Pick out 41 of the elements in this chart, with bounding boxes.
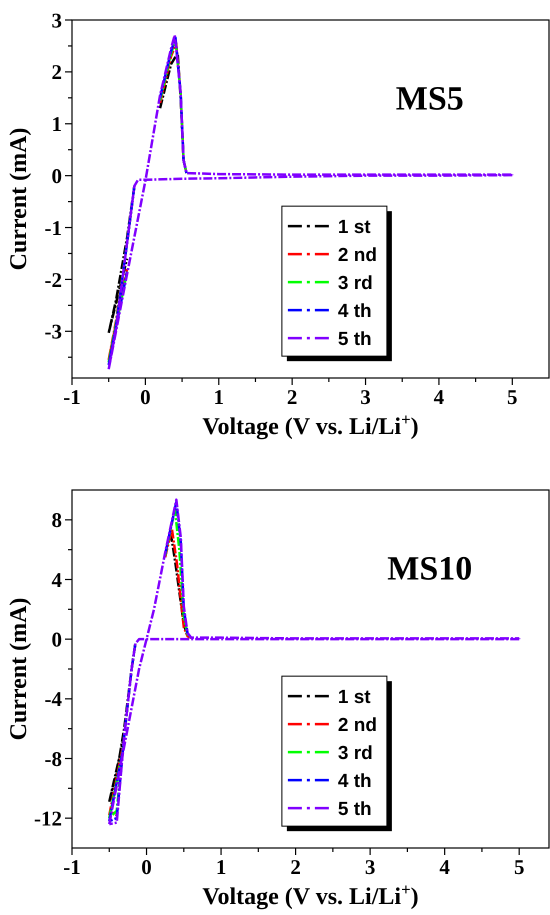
y-tick-label: 0: [52, 164, 62, 188]
x-tick-label: 3: [360, 385, 371, 409]
y-tick-label: 4: [52, 568, 62, 592]
y-tick-label: -1: [44, 216, 62, 240]
x-tick-label: 0: [141, 855, 152, 879]
y-tick-label: 0: [52, 628, 62, 652]
x-tick-label: 4: [434, 385, 445, 409]
x-tick-label: 4: [439, 855, 450, 879]
x-tick-label: 2: [290, 855, 301, 879]
legend-label: 4 th: [338, 300, 372, 322]
legend-label: 3 rd: [338, 272, 373, 294]
text: MS5: [396, 80, 464, 118]
x-tick-label: 1: [214, 385, 224, 409]
legend-label: 5 th: [338, 798, 372, 820]
legend-label: 2 nd: [338, 714, 377, 736]
y-tick-label: 1: [52, 112, 62, 136]
legend-label: 4 th: [338, 770, 372, 792]
y-tick-label: -3: [44, 320, 62, 344]
x-axis-title: Voltage (V vs. Li/Li$^{+}$): [202, 880, 419, 910]
y-tick-label: -2: [44, 268, 62, 292]
y-tick-label: -8: [44, 746, 62, 771]
x-tick-label: 5: [514, 855, 524, 879]
x-tick-label: 0: [140, 385, 151, 409]
legend-label: 3 rd: [338, 742, 373, 764]
legend-label: 5 th: [338, 328, 372, 350]
legend-label: 2 nd: [338, 244, 377, 266]
y-tick-label: 3: [52, 8, 62, 32]
x-tick-label: 3: [364, 855, 376, 879]
y-tick-label: 2: [52, 60, 62, 84]
y-tick-label: 8: [52, 508, 62, 532]
x-axis-title: Voltage (V vs. Li/Li$^{+}$): [202, 410, 419, 440]
x-tick-label: 5: [507, 385, 518, 409]
x-tick-label: 1: [216, 855, 226, 879]
legend-label: 1 st: [338, 216, 372, 238]
y-tick-label: -12: [34, 806, 62, 831]
y-axis-title: Current (mA): [6, 598, 32, 740]
text: MS10: [387, 550, 472, 588]
y-tick-label: -4: [44, 687, 62, 712]
legend-label: 1 st: [338, 686, 372, 708]
y-axis-title: Current (mA): [6, 128, 32, 270]
x-tick-label: 2: [286, 385, 298, 409]
